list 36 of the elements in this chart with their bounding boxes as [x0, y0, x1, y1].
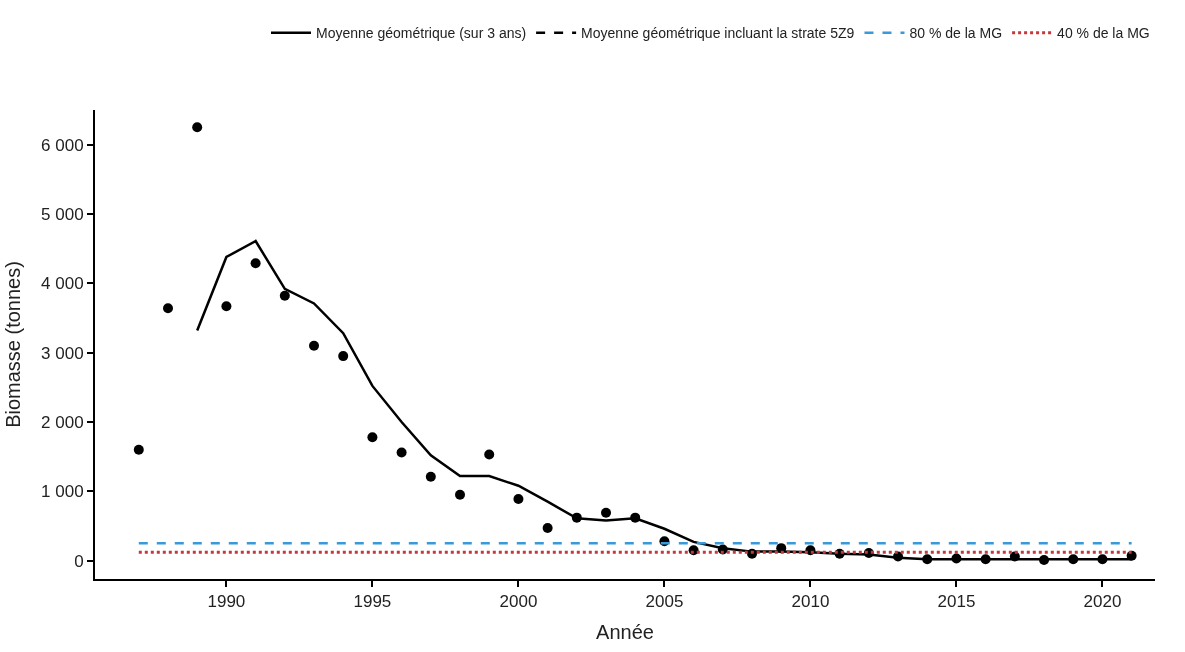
x-tick-label: 2010: [791, 592, 830, 612]
point: [425, 471, 436, 482]
x-tick-label: 2015: [937, 592, 976, 612]
point: [221, 301, 232, 312]
y-tick-label: 6 000: [41, 135, 84, 155]
legend-label: Moyenne géométrique (sur 3 ans): [316, 25, 527, 42]
point: [601, 507, 612, 518]
point: [309, 340, 320, 351]
point: [338, 351, 349, 362]
y-tick-label: 2 000: [41, 412, 84, 432]
legend-label: 40 % de la MG: [1057, 25, 1150, 42]
y-axis-title: Biomasse (tonnes): [2, 261, 25, 428]
x-tick-label: 1990: [207, 592, 246, 612]
legend-label: 80 % de la MG: [909, 25, 1003, 42]
x-tick-label: 2005: [645, 592, 684, 612]
point: [455, 489, 466, 500]
y-tick-label: 5 000: [41, 204, 84, 224]
point: [396, 447, 407, 458]
point: [367, 432, 378, 443]
point: [163, 303, 173, 314]
point: [250, 258, 261, 269]
y-tick-label: 4 000: [41, 274, 84, 294]
x-tick-label: 1995: [353, 592, 392, 612]
point: [484, 449, 495, 460]
x-tick-label: 2000: [499, 592, 538, 612]
y-tick-label: 1 000: [41, 482, 84, 502]
y-tick-label: 0: [74, 551, 84, 571]
y-tick-label: 3 000: [41, 343, 84, 363]
point: [192, 122, 203, 133]
legend-label: Moyenne géométrique incluant la strate 5Z9: [581, 25, 855, 42]
point: [279, 290, 290, 301]
x-axis-title: Année: [596, 621, 654, 644]
point: [542, 523, 553, 534]
x-tick-label: 2020: [1083, 592, 1122, 612]
point: [513, 493, 524, 504]
point: [133, 444, 144, 455]
